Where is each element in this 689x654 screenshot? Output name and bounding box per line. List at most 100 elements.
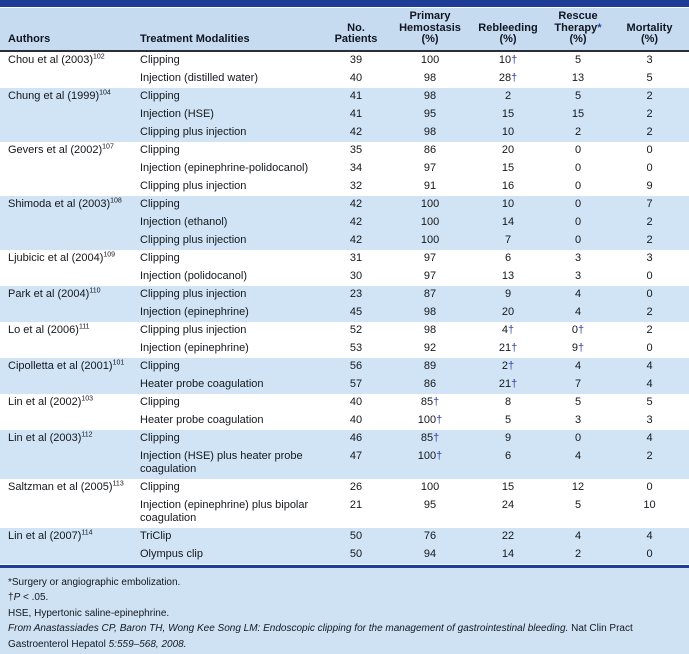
rebleeding-cell: 10 (470, 195, 546, 214)
table-row: Saltzman et al (2005)113 Clipping 26 100 15 1… (0, 478, 689, 497)
patients-cell: 45 (322, 303, 390, 322)
rebleeding-cell: 21† (470, 339, 546, 358)
bottom-rule (0, 563, 689, 568)
mortality-cell: 0 (610, 339, 689, 358)
rescue-cell: 0 (546, 195, 610, 214)
footnotes: *Surgery or angiographic embolization. †P… (0, 567, 689, 654)
patients-cell: 50 (322, 527, 390, 546)
rebleeding-cell: 28† (470, 69, 546, 88)
clipping-studies-table: Authors Treatment Modalities No. Patients Pr… (0, 8, 689, 564)
mortality-cell: 0 (610, 285, 689, 304)
treatment-cell: Clipping (132, 249, 322, 268)
dagger-marker: † (436, 413, 443, 426)
mortality-cell: 2 (610, 303, 689, 322)
table-row: Clipping plus injection 42 100 7 0 2 (0, 231, 689, 250)
treatment-cell: Clipping plus injection (132, 231, 322, 250)
treatment-cell: Heater probe coagulation (132, 375, 322, 394)
patients-cell: 39 (322, 50, 390, 70)
rebleeding-cell: 22 (470, 527, 546, 546)
author-name: Lin et al (2007) (8, 529, 82, 542)
treatment-cell: Injection (distilled water) (132, 69, 322, 88)
patients-cell: 56 (322, 357, 390, 376)
rebleeding-cell: 6 (470, 447, 546, 479)
table-row: Heater probe coagulation 57 86 21† 7 4 (0, 375, 689, 394)
rebleeding-cell: 9 (470, 429, 546, 448)
column-header-mortality: Mortality (%) (610, 8, 689, 52)
header-label: Hemostasis (399, 21, 461, 34)
rescue-cell: 5 (546, 496, 610, 528)
rescue-cell: 2 (546, 545, 610, 564)
treatment-cell: Injection (polidocanol) (132, 267, 322, 286)
footnote-segment: *Surgery or angiographic embolization. (8, 576, 181, 588)
header-label: Therapy* (554, 21, 602, 34)
rebleeding-cell: 9 (470, 285, 546, 304)
author-name: Chung et al (1999) (8, 89, 100, 102)
table-row: Lin et al (2003)112 Clipping 46 85† 9 0 4 (0, 429, 689, 448)
dagger-marker: † (433, 395, 440, 408)
rebleeding-cell: 21† (470, 375, 546, 394)
table-row: Lin et al (2007)114 TriClip 50 76 22 4 4 (0, 527, 689, 546)
author-cell: Lin et al (2007)114 (0, 527, 132, 546)
table-row: Olympus clip 50 94 14 2 0 (0, 545, 689, 564)
header-label: (%) (640, 33, 659, 45)
rescue-cell: 5 (546, 50, 610, 70)
rebleeding-cell: 14 (470, 213, 546, 232)
mortality-cell: 9 (610, 177, 689, 196)
column-header-hemostasis: Primary Hemostasis (%) (390, 8, 470, 52)
hemostasis-cell: 100 (390, 195, 470, 214)
patients-cell: 31 (322, 249, 390, 268)
author-name: Shimoda et al (2003) (8, 197, 111, 210)
author-cell: Shimoda et al (2003)108 (0, 195, 132, 214)
treatment-cell: Injection (epinephrine) (132, 303, 322, 322)
patients-cell: 42 (322, 195, 390, 214)
author-cell (0, 303, 132, 322)
footnote-segment: P (13, 592, 21, 603)
header-label: Authors (8, 33, 51, 45)
patients-cell: 50 (322, 545, 390, 564)
treatment-cell: Clipping plus injection (132, 177, 322, 196)
table-row: Injection (ethanol) 42 100 14 0 2 (0, 213, 689, 232)
mortality-cell: 0 (610, 545, 689, 564)
citation-ref: 107 (102, 142, 114, 150)
author-name: Ljubicic et al (2004) (8, 251, 104, 264)
mortality-cell: 2 (610, 87, 689, 106)
author-cell: Lo et al (2006)111 (0, 321, 132, 340)
column-header-rebleeding: Rebleeding (%) (470, 8, 546, 52)
rescue-cell: 3 (546, 249, 610, 268)
table-row: Injection (HSE) 41 95 15 15 2 (0, 105, 689, 124)
patients-cell: 53 (322, 339, 390, 358)
author-cell (0, 496, 132, 528)
rebleeding-cell: 15 (470, 105, 546, 124)
hemostasis-cell: 95 (390, 496, 470, 528)
dagger-marker: † (511, 71, 518, 84)
table-row: Lin et al (2002)103 Clipping 40 85† 8 5 5 (0, 393, 689, 412)
rebleeding-cell: 10 (470, 123, 546, 142)
author-name: Cipolletta et al (2001) (8, 359, 113, 372)
table-row: Heater probe coagulation 40 100† 5 3 3 (0, 411, 689, 430)
rescue-cell: 4 (546, 357, 610, 376)
citation-ref: 112 (81, 430, 93, 438)
header-label: Primary (409, 10, 451, 22)
table-body: Chou et al (2003)102 Clipping 39 100 10† 5 3 In… (0, 50, 689, 564)
treatment-cell: Clipping (132, 141, 322, 160)
table-row: Injection (distilled water) 40 98 28† 13 5 (0, 69, 689, 88)
table-row: Injection (epinephrine) plus bipolar coa… (0, 496, 689, 528)
patients-cell: 42 (322, 231, 390, 250)
author-cell (0, 267, 132, 286)
footnote-segment: From Anastassiades CP, Baron TH, Wong Ke… (8, 623, 569, 634)
author-cell (0, 375, 132, 394)
dagger-marker: † (578, 323, 585, 336)
hemostasis-cell: 85† (390, 393, 470, 412)
author-cell (0, 159, 132, 178)
asterisk-marker: * (597, 21, 602, 34)
hemostasis-cell: 100 (390, 478, 470, 497)
dagger-marker: † (436, 449, 443, 462)
hemostasis-cell: 94 (390, 545, 470, 564)
table-header: Authors Treatment Modalities No. Patients Pr… (0, 8, 689, 52)
mortality-cell: 3 (610, 249, 689, 268)
mortality-cell: 3 (610, 50, 689, 70)
mortality-cell: 7 (610, 195, 689, 214)
author-cell (0, 447, 132, 479)
author-cell (0, 213, 132, 232)
